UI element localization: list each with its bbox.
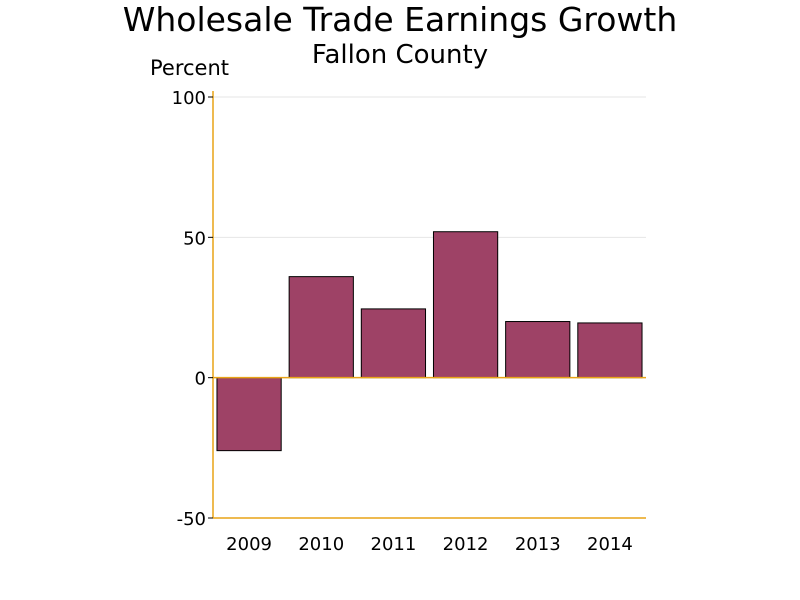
bar-2009	[216, 377, 282, 452]
x-tick-label: 2009	[226, 534, 272, 555]
y-tick-label: 100	[172, 88, 206, 109]
bar-2010	[288, 276, 354, 379]
x-tick-label: 2013	[515, 534, 561, 555]
chart-title: Wholesale Trade Earnings Growth	[122, 0, 678, 39]
y-tick-label: 0	[195, 369, 206, 390]
x-tick-label: 2014	[587, 534, 633, 555]
x-tick-label: 2011	[371, 534, 417, 555]
x-tick-label: 2012	[443, 534, 489, 555]
bar-2014	[577, 322, 643, 379]
y-tick-label: -50	[177, 509, 206, 530]
bar-2012	[432, 231, 499, 379]
gridlines	[213, 96, 646, 238]
bar-2011	[360, 308, 427, 379]
y-axis-label: Percent	[150, 56, 230, 80]
bar-2013	[505, 321, 571, 379]
axes	[208, 91, 646, 519]
chart-subtitle: Fallon County	[311, 40, 489, 70]
tick-labels: -50 0 50 100 2009 2010 2011 2012 2013 2014	[172, 88, 633, 555]
y-tick-label: 50	[183, 228, 206, 249]
bars	[216, 231, 643, 452]
x-tick-label: 2010	[298, 534, 344, 555]
